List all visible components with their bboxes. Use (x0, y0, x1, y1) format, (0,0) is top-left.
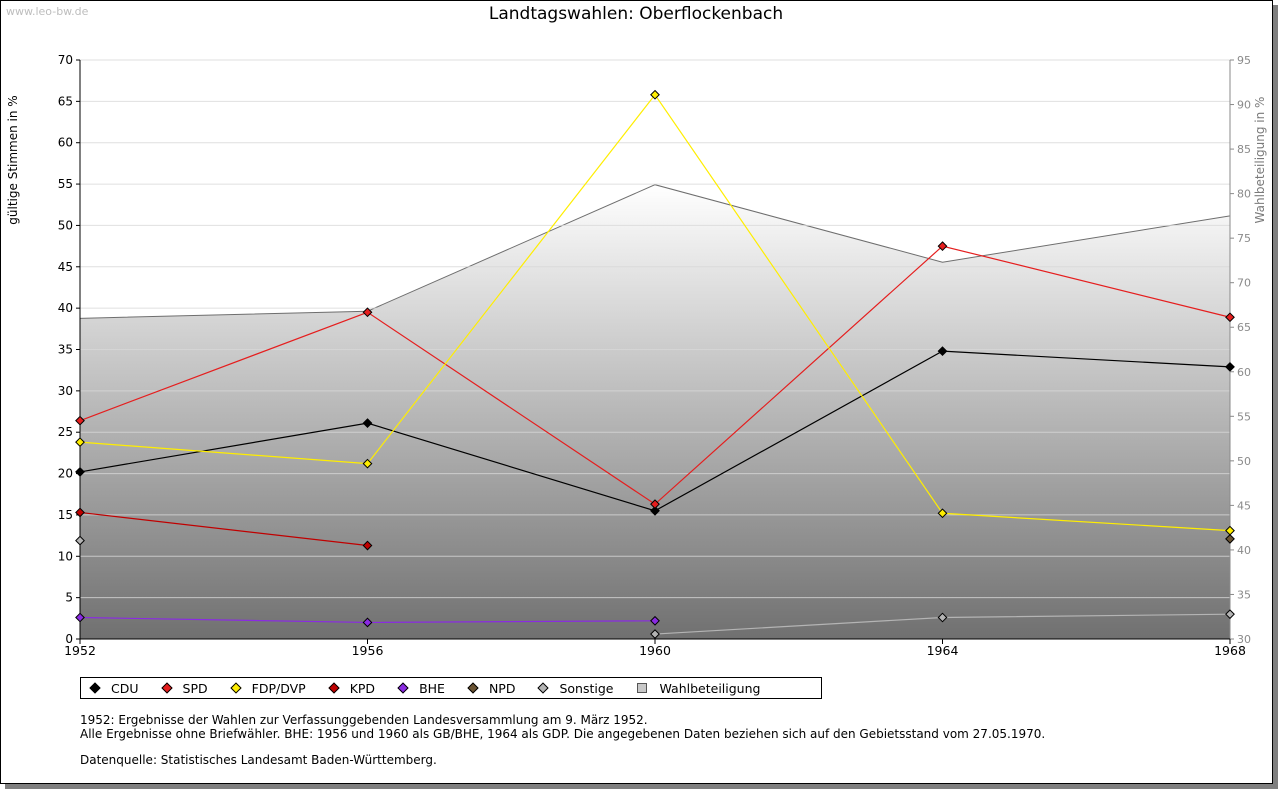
legend-item: FDP/DVP (229, 680, 306, 696)
legend-item: Wahlbeteiligung (637, 681, 760, 696)
note-line-1: 1952: Ergebnisse der Wahlen zur Verfassu… (80, 713, 648, 727)
y-tick-label: 70 (58, 53, 73, 67)
note-line-2: Alle Ergebnisse ohne Briefwähler. BHE: 1… (80, 727, 1046, 741)
data-point (362, 458, 373, 469)
legend-item: SPD (160, 680, 208, 696)
y2-tick-label: 35 (1237, 588, 1251, 601)
y-tick-label: 20 (58, 467, 73, 481)
y2-tick-label: 45 (1237, 499, 1251, 512)
y-tick-label: 40 (58, 301, 73, 315)
data-point (937, 346, 948, 357)
x-tick-label: 1952 (64, 643, 96, 658)
legend-item: Sonstige (537, 680, 614, 696)
legend-label: Wahlbeteiligung (659, 680, 761, 696)
legend-item: KPD (328, 680, 376, 696)
legend-marker (328, 682, 340, 694)
data-point (1225, 312, 1235, 323)
legend-marker (537, 682, 550, 694)
turnout-area (80, 184, 1230, 639)
data-point (1225, 534, 1235, 544)
legend-marker (160, 682, 173, 694)
turnout-line (79, 184, 1231, 319)
data-point (650, 89, 660, 100)
y2-tick-label: 80 (1237, 188, 1251, 201)
y2-tick-label: 75 (1237, 232, 1251, 245)
legend-label: SPD (182, 680, 208, 696)
y-tick-label: 45 (58, 260, 73, 274)
y2-tick-label: 30 (1237, 633, 1251, 646)
y2-tick-label: 90 (1237, 99, 1251, 112)
y-tick-label: 15 (58, 508, 73, 522)
y2-tick-label: 40 (1237, 544, 1251, 557)
watermark: www.leo-bw.de (6, 5, 89, 18)
data-point (1225, 609, 1235, 620)
legend-marker (89, 682, 101, 694)
y2-tick-label: 65 (1237, 321, 1251, 334)
legend-item: CDU (89, 680, 139, 696)
y-tick-label: 5 (65, 591, 73, 605)
data-point (650, 615, 660, 626)
y2-axis-label: Wahlbeteiligung in % (1253, 97, 1267, 224)
legend-label: CDU (111, 680, 139, 696)
y2-tick-label: 95 (1237, 54, 1251, 67)
y-tick-label: 30 (58, 384, 73, 398)
data-point (362, 540, 373, 551)
legend-label: BHE (419, 680, 445, 696)
data-point (75, 507, 85, 518)
chart-title: Landtagswahlen: Oberflockenbach (488, 4, 784, 24)
y-tick-label: 65 (58, 94, 73, 108)
x-tick-label: 1960 (639, 643, 671, 658)
x-tick-label: 1956 (352, 643, 384, 658)
legend-label: FDP/DVP (251, 680, 306, 696)
x-tick-label: 1964 (927, 643, 959, 658)
data-point (75, 612, 85, 623)
legend-marker (467, 682, 479, 694)
data-point (75, 437, 85, 448)
data-point (650, 499, 660, 510)
legend-swatch (637, 683, 648, 693)
legend-marker (397, 682, 409, 694)
data-point (937, 508, 948, 519)
y2-tick-label: 70 (1237, 277, 1251, 290)
data-point (650, 505, 660, 516)
data-point (362, 617, 373, 628)
data-point (75, 535, 85, 546)
data-point (650, 629, 660, 639)
series-line (79, 511, 368, 547)
legend-marker (229, 682, 242, 694)
y-tick-label: 25 (58, 425, 73, 439)
y-tick-label: 50 (58, 218, 73, 232)
y-tick-label: 55 (58, 177, 73, 191)
legend-item: NPD (467, 680, 516, 696)
x-tick-label: 1968 (1214, 643, 1246, 658)
data-point (75, 467, 85, 477)
chart-svg: 0 5 10 15 20 25 30 35 40 45 50 55 60 65 70 30 35 40 45 50 55… (6, 53, 1267, 658)
y-tick-label: 10 (58, 549, 73, 563)
data-point (362, 418, 373, 429)
y-axis-label: gültige Stimmen in % (6, 95, 20, 224)
source-note: Datenquelle: Statistisches Landesamt Bad… (80, 753, 437, 767)
legend-label: KPD (349, 680, 376, 696)
data-point (937, 612, 948, 623)
y-tick-label: 0 (65, 632, 73, 646)
legend-label: NPD (488, 680, 516, 696)
data-point (1225, 361, 1235, 372)
y2-tick-label: 55 (1237, 410, 1251, 423)
data-point (937, 241, 948, 252)
data-point (362, 307, 373, 318)
data-point (75, 415, 85, 426)
legend-item: BHE (397, 680, 445, 696)
legend: CDU SPD FDP/DVP KPD BHE NPD Sonstige Wahlbeteil… (80, 677, 822, 699)
y2-tick-label: 60 (1237, 366, 1251, 379)
y2-tick-label: 50 (1237, 455, 1251, 468)
legend-label: Sonstige (559, 680, 614, 696)
y-tick-label: 35 (58, 343, 73, 357)
y-tick-label: 60 (58, 136, 73, 150)
y2-tick-label: 85 (1237, 143, 1251, 156)
